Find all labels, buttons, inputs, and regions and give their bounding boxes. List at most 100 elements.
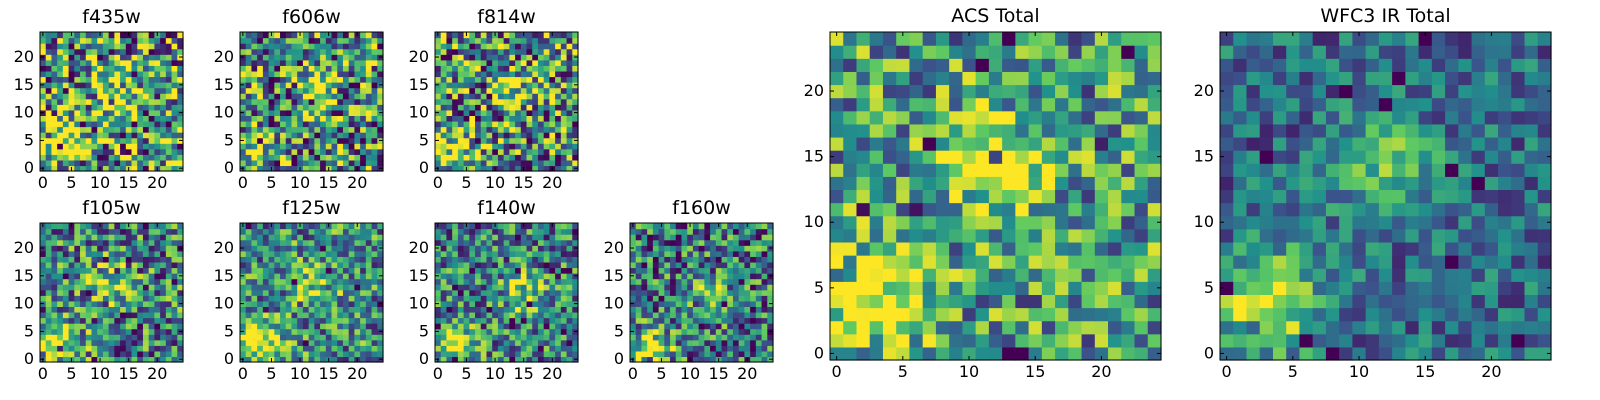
heatmap-cell — [160, 267, 167, 274]
heatmap-cell — [354, 289, 361, 296]
heatmap-cell — [446, 120, 453, 128]
heatmap-cell — [497, 284, 505, 291]
heatmap-cell — [371, 93, 378, 100]
heatmap-cell — [532, 104, 539, 111]
heatmap-cell — [68, 65, 75, 72]
heatmap-cell — [440, 256, 448, 263]
heatmap-cell — [497, 256, 505, 263]
heatmap-cell — [1081, 163, 1096, 177]
heatmap-cell — [365, 234, 373, 241]
heatmap-cell — [721, 306, 728, 313]
heatmap-cell — [750, 261, 757, 269]
heatmap-cell — [308, 284, 315, 291]
heatmap-cell — [549, 311, 556, 319]
heatmap-cell — [325, 59, 333, 66]
heatmap-cell — [291, 109, 298, 116]
heatmap-cell — [635, 228, 643, 235]
heatmap-cell — [732, 317, 740, 324]
heatmap-cell — [555, 132, 562, 139]
heatmap-cell — [509, 317, 516, 324]
heatmap-cell — [137, 154, 144, 161]
heatmap-cell — [365, 295, 373, 302]
heatmap-cell — [297, 132, 304, 139]
heatmap-cell — [285, 109, 293, 116]
heatmap-cell — [177, 87, 184, 94]
heatmap-cell — [698, 239, 705, 246]
heatmap-cell — [325, 159, 333, 167]
heatmap-cell — [154, 76, 161, 83]
heatmap-cell — [532, 43, 539, 50]
heatmap-cell — [45, 70, 53, 78]
heatmap-cell — [171, 98, 178, 105]
heatmap-cell — [446, 132, 453, 139]
heatmap-cell — [108, 345, 115, 352]
heatmap-cell — [348, 289, 355, 296]
heatmap-cell — [342, 306, 350, 313]
heatmap-cell — [131, 284, 138, 291]
heatmap-cell — [171, 32, 178, 39]
heatmap-cell — [148, 37, 155, 44]
heatmap-cell — [532, 59, 539, 66]
heatmap-cell — [641, 273, 648, 280]
heatmap-cell — [137, 132, 144, 139]
heatmap-cell — [325, 148, 333, 155]
heatmap-cell — [331, 356, 338, 363]
heatmap-cell — [721, 228, 728, 235]
heatmap-cell — [102, 323, 110, 330]
heatmap-cell — [446, 223, 453, 230]
heatmap-cell — [435, 115, 442, 122]
heatmap-cell — [532, 82, 539, 89]
heatmap-cell — [114, 154, 121, 161]
heatmap-cell — [108, 120, 115, 128]
heatmap-cell — [681, 228, 688, 235]
heatmap-cell — [91, 284, 98, 291]
heatmap-cell — [755, 228, 763, 235]
heatmap-cell — [503, 32, 510, 39]
heatmap-cell — [137, 48, 144, 55]
heatmap-cell — [543, 245, 550, 252]
heatmap-cell — [245, 43, 253, 50]
heatmap-cell — [692, 234, 700, 241]
heatmap-cell — [177, 317, 184, 324]
heatmap-cell — [314, 109, 321, 116]
heatmap-cell — [497, 306, 505, 313]
heatmap-cell — [480, 104, 488, 111]
heatmap-cell — [949, 228, 963, 243]
heatmap-cell — [515, 159, 522, 167]
heatmap-cell — [767, 334, 774, 341]
heatmap-cell — [245, 93, 253, 100]
heatmap-cell — [537, 306, 545, 313]
heatmap-cell — [457, 76, 465, 83]
heatmap-cell — [1094, 268, 1109, 282]
heatmap-cell — [480, 295, 488, 302]
heatmap-cell — [131, 317, 138, 324]
heatmap-cell — [74, 245, 81, 252]
heatmap-cell — [935, 333, 950, 348]
heatmap-cell — [68, 43, 75, 50]
heatmap-cell — [320, 65, 327, 72]
heatmap-cell — [469, 70, 476, 78]
heatmap-cell — [635, 245, 643, 252]
heatmap-cell — [480, 132, 488, 139]
heatmap-cell — [543, 234, 550, 241]
heatmap-cell — [497, 334, 505, 341]
heatmap-cell — [560, 104, 568, 111]
heatmap-cell — [721, 350, 728, 358]
heatmap-cell — [503, 65, 510, 72]
heatmap-cell — [882, 241, 897, 256]
heatmap-cell — [348, 165, 355, 172]
heatmap-cell — [715, 239, 723, 246]
heatmap-cell — [165, 245, 173, 252]
heatmap-cell — [475, 256, 482, 263]
heatmap-cell — [262, 334, 270, 341]
heatmap-cell — [325, 267, 333, 274]
heatmap-cell — [337, 104, 344, 111]
heatmap-cell — [251, 267, 258, 274]
heatmap-cell — [348, 148, 355, 155]
heatmap-cell — [1055, 333, 1069, 348]
heatmap-cell — [435, 98, 442, 105]
heatmap-cell — [377, 289, 384, 296]
heatmap-cell — [371, 104, 378, 111]
heatmap-cell — [74, 273, 81, 280]
heatmap-cell — [704, 234, 711, 241]
